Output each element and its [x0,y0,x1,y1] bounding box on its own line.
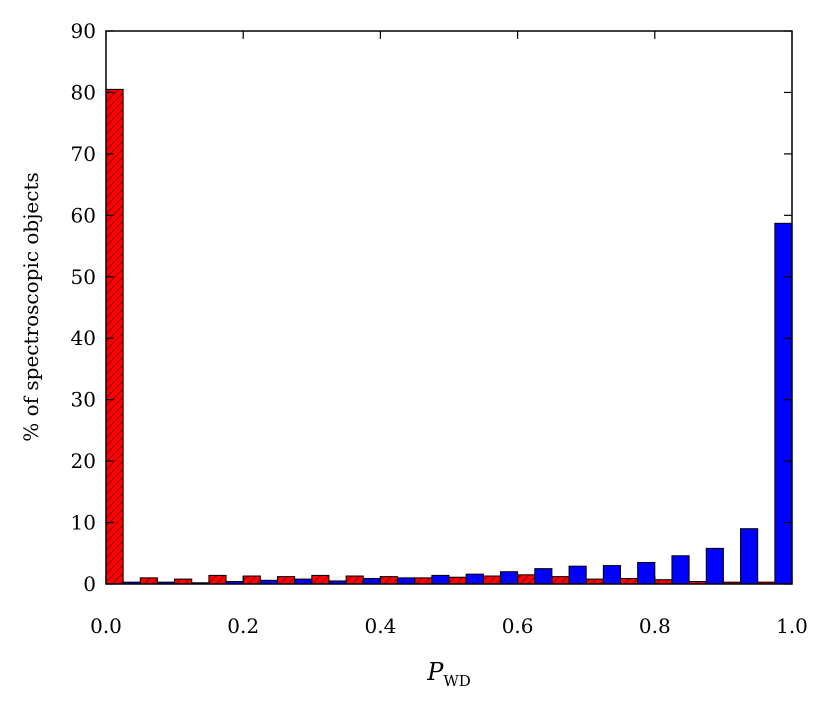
x-tick-label: 1.0 [776,614,808,638]
bar [139,577,158,585]
y-axis-label: % of spectroscopic objects [19,172,43,442]
bar [208,574,227,585]
bar [414,577,433,585]
plot-frame [105,30,793,585]
y-tick-label: 90 [71,19,96,43]
x-tick-label: 0.8 [639,614,671,638]
y-tick-label: 80 [71,80,96,104]
x-axis-label-subscript: WD [443,672,470,690]
bar [362,577,381,585]
bar [740,528,759,585]
bar [774,222,793,585]
bar [345,575,364,585]
y-tick-label: 10 [71,511,96,535]
bar [517,574,536,585]
x-axis-label-main: P [426,658,444,686]
bar [465,573,484,585]
y-tick-label: 40 [71,326,96,350]
bar [637,561,656,585]
bar [105,88,124,585]
bar [671,555,690,585]
bar [448,576,467,585]
bar [602,565,621,585]
bars [105,88,793,585]
x-axis-label: PWD [426,658,471,690]
bar [431,574,450,585]
x-tick-label: 0.4 [364,614,396,638]
bar [311,574,330,585]
bar [277,576,296,585]
bar [551,576,570,585]
x-tick-label: 0.2 [227,614,259,638]
bar [534,568,553,585]
x-tick-label: 0.6 [502,614,534,638]
bar [620,577,639,585]
y-tick-label: 70 [71,142,96,166]
bar [705,547,724,585]
bar [499,571,519,585]
y-tick-label: 30 [71,388,96,412]
y-tick-label: 20 [71,449,96,473]
bar [568,565,587,585]
y-tick-label: 60 [71,203,96,227]
y-tick-label: 50 [71,265,96,289]
y-tick-label: 0 [83,572,96,596]
bar [379,576,399,585]
bar [482,575,501,585]
x-tick-label: 0.0 [90,614,122,638]
bar [242,575,261,585]
bar [397,577,416,585]
